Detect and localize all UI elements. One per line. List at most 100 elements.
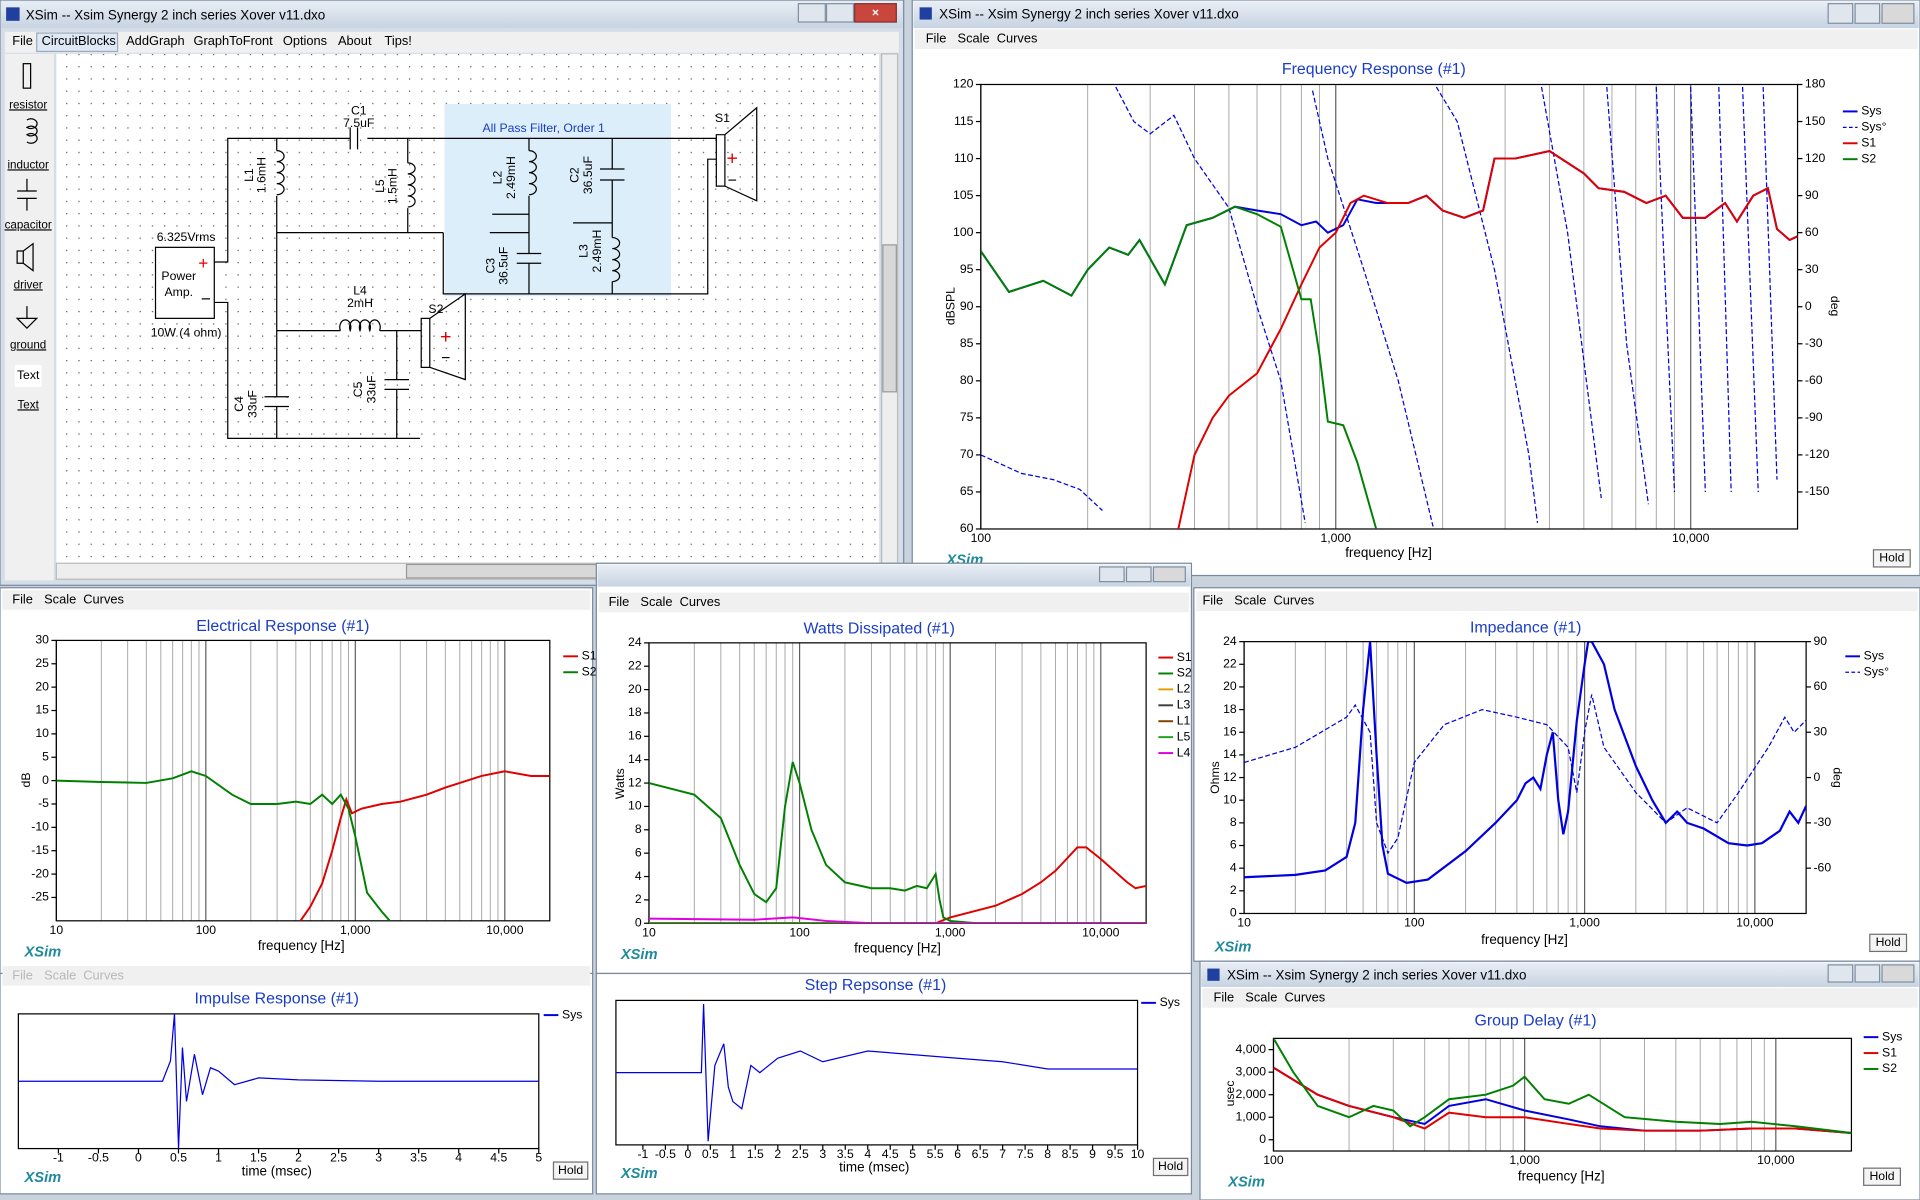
y-tick-label: 2 xyxy=(1230,883,1237,897)
menu-item[interactable]: Curves xyxy=(1284,989,1325,1004)
close-button[interactable] xyxy=(854,3,897,23)
label: S2 xyxy=(428,302,443,316)
block-title: All Pass Filter, Order 1 xyxy=(482,121,605,135)
legend-label: Sys xyxy=(1861,104,1881,118)
y2-axis-label: deg xyxy=(1828,296,1842,317)
menu-bar xyxy=(1202,988,1918,1008)
text-tool[interactable] xyxy=(14,364,42,387)
x-tick-label: -0.5 xyxy=(655,1147,676,1161)
label: 33uF xyxy=(364,375,378,403)
x-tick-label: 1,000 xyxy=(1320,531,1351,545)
hold-button[interactable] xyxy=(1869,933,1908,953)
close-button[interactable] xyxy=(1881,3,1915,24)
hold-label[interactable]: Hold xyxy=(558,1163,583,1177)
hold-label[interactable]: Hold xyxy=(1869,1169,1894,1183)
menu-item[interactable]: File xyxy=(926,31,947,46)
menu-item[interactable]: Options xyxy=(283,33,327,48)
minimize-button[interactable] xyxy=(1827,964,1854,983)
palette-item[interactable]: inductor xyxy=(7,158,48,171)
menu-item[interactable]: File xyxy=(609,594,630,609)
logo: XSim xyxy=(1227,1175,1265,1191)
hold-button[interactable] xyxy=(1152,1157,1189,1177)
hold-button[interactable] xyxy=(1863,1167,1902,1186)
menu-item[interactable]: Scale xyxy=(1245,989,1277,1004)
menu-item[interactable]: File xyxy=(1202,593,1223,608)
x-tick-label: 10,000 xyxy=(486,923,524,937)
close-button[interactable] xyxy=(1152,566,1186,583)
menu-item[interactable]: Scale xyxy=(44,967,76,982)
menu-item[interactable]: Scale xyxy=(958,31,990,46)
menu-item[interactable]: Tips! xyxy=(384,33,411,48)
y-tick-label: 22 xyxy=(1223,657,1237,671)
menu-item[interactable]: Curves xyxy=(1273,593,1314,608)
x-tick-label: 10 xyxy=(1131,1147,1145,1161)
menu-item[interactable]: Curves xyxy=(83,591,124,606)
label: C1 xyxy=(351,104,367,118)
legend-label: S1 xyxy=(582,649,597,663)
hold-button[interactable] xyxy=(1872,549,1911,568)
x-tick-label: 2.5 xyxy=(330,1151,347,1165)
x-tick-label: 6.5 xyxy=(972,1147,989,1161)
menu-item[interactable]: File xyxy=(12,33,33,48)
menu-item[interactable]: Scale xyxy=(640,594,672,609)
maximize-button[interactable] xyxy=(1854,964,1881,983)
legend-label: S2 xyxy=(1861,151,1876,165)
menu-item[interactable]: Scale xyxy=(44,591,76,606)
graph-window: XSim -- Xsim Synergy 2 inch series Xover… xyxy=(1199,960,1920,1200)
series-line xyxy=(1244,641,1807,884)
y-tick-label: 10 xyxy=(1223,792,1237,806)
y-tick-label: 80 xyxy=(960,373,974,387)
graph-window: File Scale Curves Impulse Response (#1) -1 -0… xyxy=(0,966,594,1195)
x-tick-label: 10,000 xyxy=(1757,1153,1795,1167)
window-title: XSim -- Xsim Synergy 2 inch series Xover… xyxy=(26,7,326,22)
minimize-button[interactable] xyxy=(1827,3,1854,24)
maximize-button[interactable] xyxy=(825,3,855,23)
menu-item[interactable]: CircuitBlocks xyxy=(42,33,116,48)
x-tick-label: 10,000 xyxy=(1736,915,1774,929)
close-button[interactable] xyxy=(1881,964,1915,983)
menu-bar xyxy=(914,29,1918,49)
palette-item[interactable]: resistor xyxy=(9,98,47,111)
minimize-button[interactable] xyxy=(1098,566,1125,583)
legend-label: Sys xyxy=(562,1007,582,1021)
y2-tick-label: -30 xyxy=(1813,815,1831,829)
legend-label: L4 xyxy=(1177,745,1191,759)
y-tick-label: 0 xyxy=(1259,1132,1266,1146)
menu-bar xyxy=(4,31,899,53)
y2-tick-label: 60 xyxy=(1805,225,1819,239)
y2-tick-label: 0 xyxy=(1813,770,1820,784)
hold-label[interactable]: Hold xyxy=(1879,551,1904,565)
palette-item[interactable]: capacitor xyxy=(5,218,52,231)
menu-item[interactable]: GraphToFront xyxy=(193,33,273,48)
title-bar xyxy=(913,1,1919,29)
logo: XSim xyxy=(620,947,658,963)
palette-item[interactable]: Text xyxy=(17,368,40,382)
maximize-button[interactable] xyxy=(1125,566,1152,583)
palette-item[interactable]: ground xyxy=(10,338,46,351)
y2-tick-label: -30 xyxy=(1805,336,1823,350)
maximize-button[interactable] xyxy=(1854,3,1881,24)
menu-item[interactable]: Curves xyxy=(83,967,124,982)
menu-item[interactable]: File xyxy=(12,591,33,606)
hold-button[interactable] xyxy=(552,1161,589,1180)
menu-item[interactable]: File xyxy=(12,967,33,982)
hold-label[interactable]: Hold xyxy=(1158,1159,1183,1173)
series-line xyxy=(1273,1038,1852,1134)
series-line xyxy=(56,770,391,921)
menu-item[interactable]: Curves xyxy=(997,31,1038,46)
menu-item[interactable]: Curves xyxy=(680,594,721,609)
menu-item[interactable]: About xyxy=(338,33,372,48)
series-line xyxy=(615,1004,1138,1142)
palette-item[interactable]: Text xyxy=(17,398,39,411)
minimize-button[interactable] xyxy=(797,3,826,23)
v-scroll-thumb[interactable] xyxy=(882,244,897,393)
x-tick-label: 4.5 xyxy=(490,1151,507,1165)
y-tick-label: 16 xyxy=(1223,724,1237,738)
menu-item[interactable]: File xyxy=(1213,989,1234,1004)
menu-item[interactable]: Scale xyxy=(1234,593,1266,608)
h-scroll-thumb[interactable] xyxy=(405,563,613,579)
hold-label[interactable]: Hold xyxy=(1876,935,1901,949)
palette-item[interactable]: driver xyxy=(14,278,43,291)
menu-item[interactable]: AddGraph xyxy=(126,33,185,48)
y-tick-label: 16 xyxy=(628,729,642,743)
